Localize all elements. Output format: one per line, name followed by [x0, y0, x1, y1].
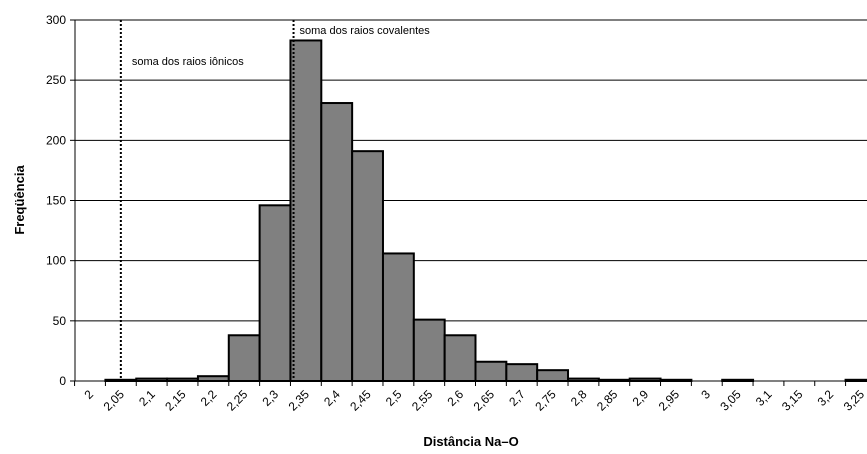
x-tick-label: 3,15: [779, 387, 806, 414]
x-tick-label: 2: [81, 387, 96, 402]
y-tick-label: 200: [46, 133, 66, 147]
annotation-ionic-radii: soma dos raios iônicos: [132, 56, 244, 68]
y-tick-label: 50: [53, 314, 67, 328]
annotation-covalent-radii: soma dos raios covalentes: [300, 25, 431, 37]
x-tick-label: 2,4: [321, 387, 343, 409]
x-tick-label: 2,2: [198, 387, 220, 409]
y-tick-label: 0: [59, 374, 66, 388]
x-tick-label: 2,8: [568, 387, 590, 409]
y-tick-label: 250: [46, 73, 66, 87]
bar-2,35: [289, 39, 323, 382]
x-tick-label: 2,25: [224, 387, 251, 414]
x-tick-label: 3,25: [841, 387, 867, 414]
y-tick-label: 300: [46, 13, 66, 27]
bar-2,65: [474, 360, 508, 383]
x-tick-label: 3,2: [815, 387, 837, 409]
bar-2,6: [443, 334, 477, 383]
axes: [70, 19, 867, 386]
bar-2,2: [196, 375, 230, 383]
bar-2,45: [351, 150, 384, 382]
bar-2,55: [412, 318, 446, 383]
y-axis-title: Freqüência: [12, 165, 27, 235]
x-tick-label: 3: [698, 387, 713, 402]
bar-2,4: [320, 102, 354, 382]
x-tick-label: 2,55: [409, 387, 436, 414]
y-tick-label: 100: [46, 254, 66, 268]
bar-2,75: [536, 369, 570, 383]
x-tick-label: 2,95: [656, 387, 683, 414]
x-tick-label: 2,75: [532, 387, 559, 414]
bar-2,25: [227, 334, 261, 383]
x-tick-label: 2,6: [445, 387, 467, 409]
x-tick-label: 2,45: [347, 387, 374, 414]
x-tick-label: 2,5: [383, 387, 405, 409]
x-tick-label: 3,05: [717, 387, 744, 414]
y-tick-label: 150: [46, 194, 66, 208]
bars: [104, 39, 867, 383]
x-tick-label: 2,05: [101, 387, 128, 414]
annotations: soma dos raios iônicos soma dos raios cov…: [119, 20, 431, 381]
x-tick-label: 2,35: [286, 387, 313, 414]
x-tick-label: 2,85: [594, 387, 621, 414]
x-tick-label: 3,1: [753, 387, 775, 409]
bar-2,5: [381, 252, 415, 383]
x-axis-title: Distância Na–O: [423, 434, 518, 449]
bar-2,3: [258, 204, 292, 382]
x-tick-label: 2,7: [506, 387, 528, 409]
x-tick-label: 2,65: [471, 387, 498, 414]
x-tick-label: 2,3: [259, 387, 281, 409]
x-tick-label: 2,9: [630, 387, 652, 409]
bar-2,7: [505, 363, 539, 382]
gridlines: [75, 19, 867, 322]
x-tick-label: 2,15: [162, 387, 189, 414]
x-tick-label: 2,1: [136, 387, 158, 409]
